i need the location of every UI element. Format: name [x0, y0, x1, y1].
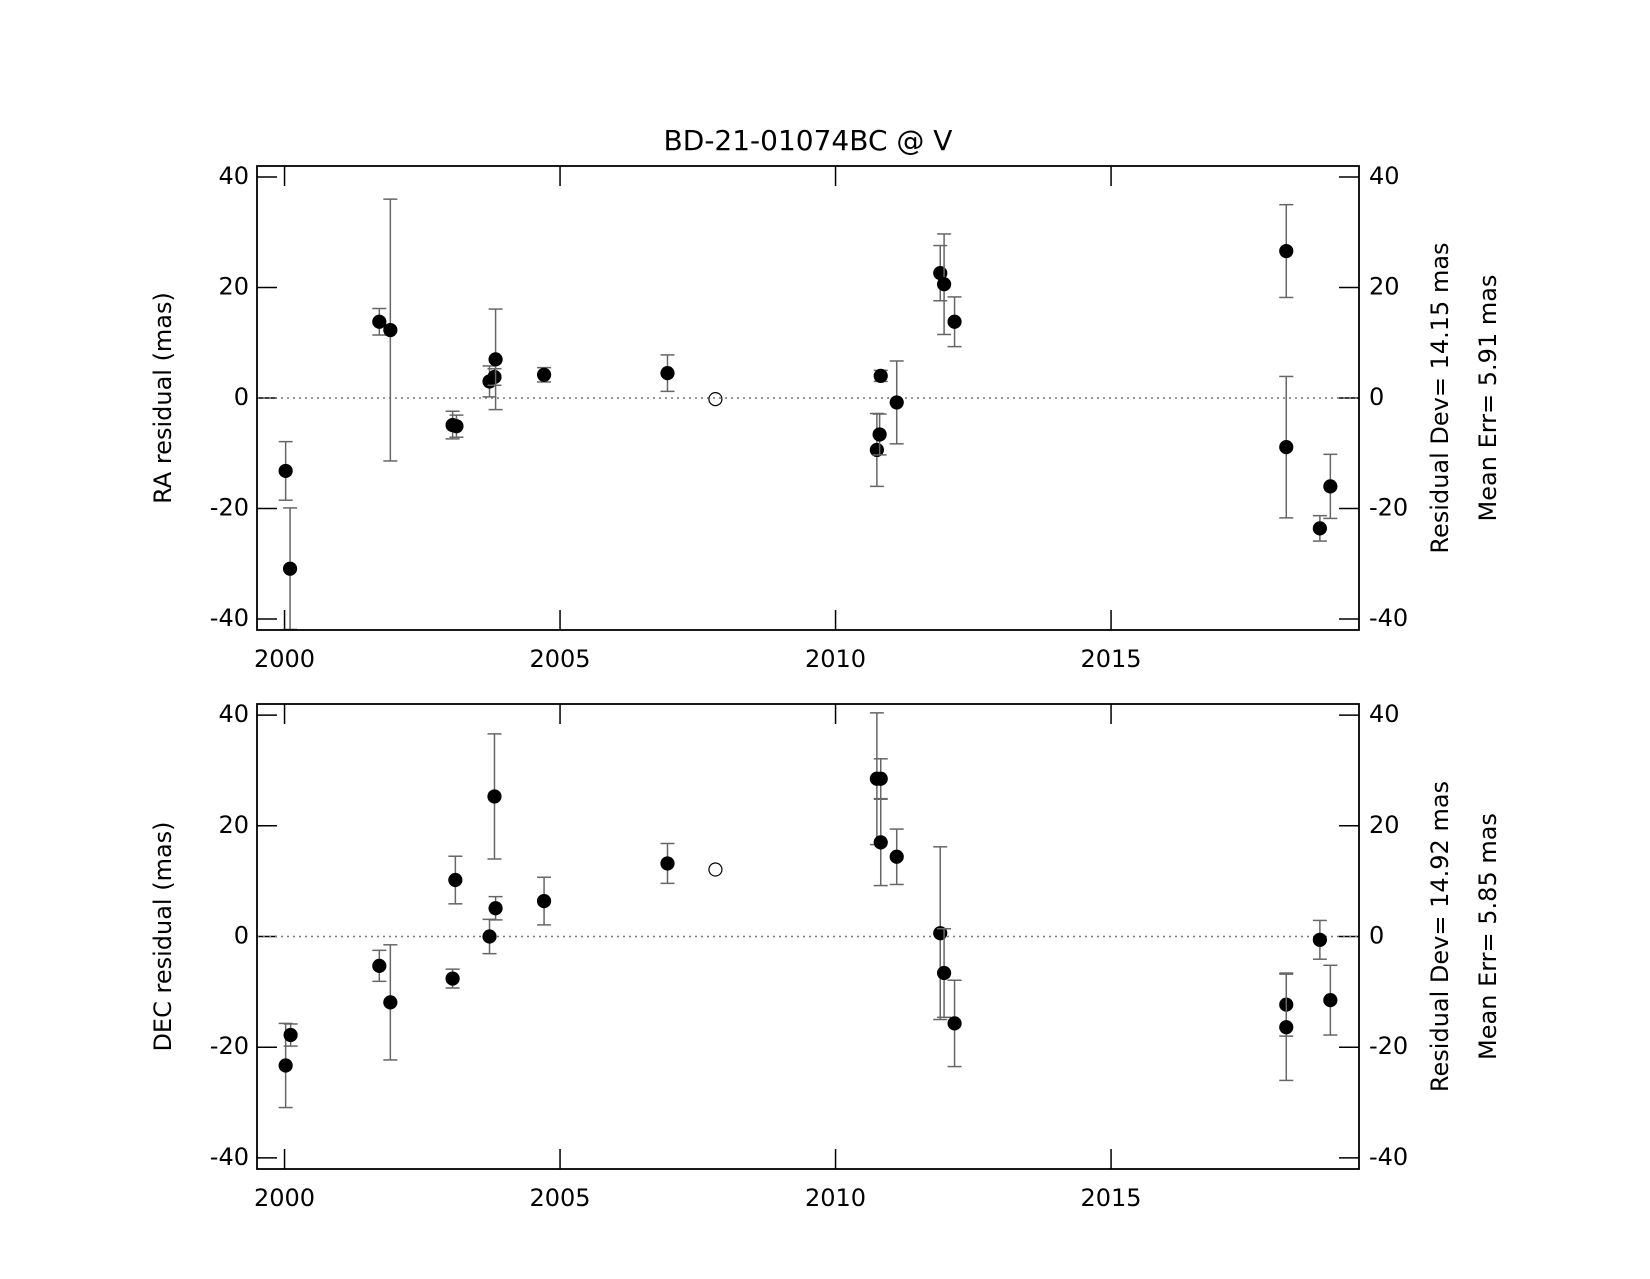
point	[482, 929, 497, 944]
chart-title: BD-21-01074BC @ V	[664, 124, 953, 157]
y-tick-label: -20	[210, 1032, 249, 1060]
point	[383, 995, 398, 1010]
point	[1323, 479, 1338, 494]
point	[487, 789, 502, 804]
point	[282, 561, 298, 576]
point	[488, 901, 503, 916]
point	[947, 314, 962, 329]
point	[936, 277, 952, 292]
point	[708, 392, 723, 407]
point	[1312, 932, 1327, 947]
y-tick-label: 20	[218, 811, 249, 839]
y2-tick-label: -20	[1369, 493, 1408, 521]
point	[872, 427, 887, 442]
x-tick-label: 2000	[254, 1184, 315, 1212]
x-tick-label: 2015	[1081, 1184, 1142, 1212]
point	[278, 463, 293, 479]
y-tick-label: -40	[210, 1143, 249, 1171]
y-tick-label: -20	[210, 493, 249, 521]
point	[1279, 1020, 1294, 1035]
y2-tick-label: -20	[1369, 1032, 1408, 1060]
x-tick-label: 2005	[530, 645, 591, 673]
point	[660, 366, 675, 381]
annotation: Mean Err= 5.91 mas	[1474, 275, 1502, 522]
point	[936, 965, 952, 981]
y2-tick-label: 40	[1369, 162, 1400, 190]
point	[536, 367, 552, 382]
point	[873, 368, 888, 384]
point	[488, 352, 503, 367]
y-tick-label: 0	[234, 922, 249, 950]
point	[536, 893, 552, 909]
y-tick-label: 0	[234, 383, 249, 411]
point	[873, 771, 888, 786]
y2-tick-label: -40	[1369, 604, 1408, 632]
point	[383, 322, 398, 338]
point	[708, 862, 723, 877]
y2-tick-label: 20	[1369, 273, 1400, 301]
point	[889, 395, 904, 410]
x-tick-label: 2000	[254, 645, 315, 673]
annotation: Mean Err= 5.85 mas	[1474, 813, 1502, 1060]
annotation: Residual Dev= 14.92 mas	[1426, 781, 1454, 1092]
point	[487, 369, 502, 385]
axes-frame	[256, 165, 1360, 631]
point	[449, 419, 464, 434]
point	[947, 1016, 962, 1031]
y2-tick-label: 40	[1369, 700, 1400, 728]
y-tick-label: -40	[210, 604, 249, 632]
x-tick-label: 2015	[1081, 645, 1142, 673]
y-tick-label: 40	[218, 700, 249, 728]
y2-tick-label: -40	[1369, 1143, 1408, 1171]
annotation: Residual Dev= 14.15 mas	[1426, 242, 1454, 553]
point	[283, 1027, 298, 1043]
point	[278, 1058, 293, 1073]
point	[660, 856, 675, 871]
point	[1323, 993, 1338, 1008]
plot-area	[278, 712, 1338, 1109]
y-axis-label: RA residual (mas)	[149, 292, 177, 504]
y2-tick-label: 20	[1369, 811, 1400, 839]
point	[1312, 521, 1327, 536]
y2-tick-label: 0	[1369, 922, 1384, 950]
x-tick-label: 2005	[530, 1184, 591, 1212]
axes-frame	[256, 703, 1360, 1170]
point	[873, 835, 888, 850]
y-tick-label: 40	[218, 162, 249, 190]
point	[448, 872, 463, 888]
point	[1279, 440, 1294, 455]
y-tick-label: 20	[218, 273, 249, 301]
y-axis-label: DEC residual (mas)	[149, 821, 177, 1051]
point	[372, 314, 387, 329]
x-tick-label: 2010	[805, 1184, 866, 1212]
point	[1279, 243, 1294, 259]
point	[445, 971, 460, 986]
y2-tick-label: 0	[1369, 383, 1384, 411]
x-tick-label: 2010	[805, 645, 866, 673]
plot-area	[278, 198, 1338, 630]
point	[372, 958, 387, 973]
point	[889, 849, 904, 864]
